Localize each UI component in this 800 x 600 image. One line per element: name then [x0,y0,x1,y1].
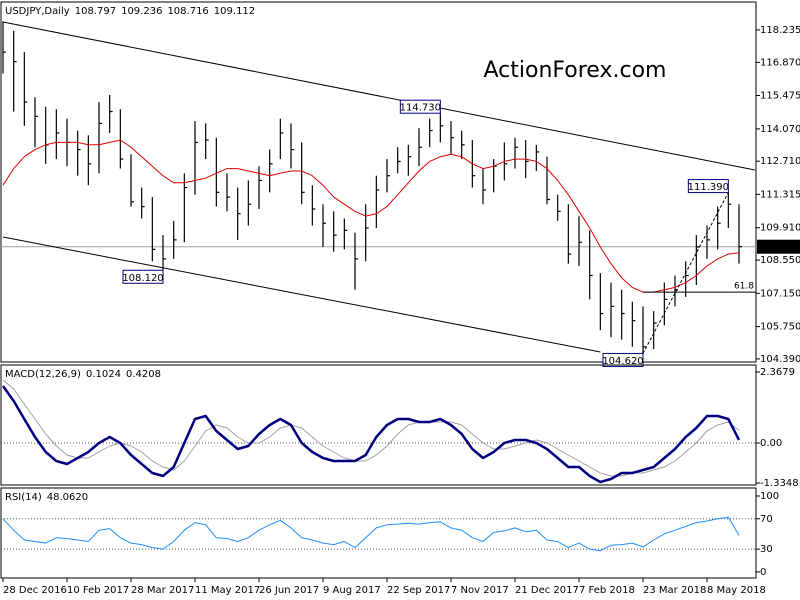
x-tick-label: 9 Aug 2017 [323,585,381,596]
x-tick-label: 22 Sep 2017 [387,585,450,596]
readout-value: 0.1024 [86,369,121,380]
y-tick-label: -1.3348 [760,478,799,489]
readout-value: 108.716 [167,6,208,17]
readout-value: 108.797 [75,6,116,17]
watermark: ActionForex.com [484,58,667,83]
price-label: 104.620 [602,356,643,367]
indicator-line [2,516,740,552]
panel-frame [0,1,757,363]
y-tick-label: 114.070 [760,124,800,135]
panel-title: MACD(12,26,9) 0.1024 0.4208 [5,369,161,380]
y-tick-label: 107.150 [760,288,800,299]
y-tick-label: 115.475 [760,91,800,102]
indicator-name: MACD(12,26,9) [5,369,81,380]
price-label-box [602,352,644,367]
indicator-name: RSI(14) [5,492,42,503]
x-tick-label: 10 Feb 2017 [67,585,129,596]
price-label-box [399,99,441,114]
y-tick-label: 104.390 [760,354,800,365]
fibo-trend [642,192,729,354]
panel-frame [0,487,757,579]
y-tick-label: 0 [760,567,766,578]
price-label: 108.120 [122,273,163,284]
x-tick-label: 28 Dec 2016 [3,585,67,596]
current-price-label: 109.112 [760,243,800,254]
readout-value: 109.112 [214,6,255,17]
x-tick-label: 11 May 2017 [195,585,260,596]
price-label-box [687,179,729,194]
readout-value: 48.0620 [47,492,88,503]
y-tick-label: 118.235 [760,25,800,36]
y-tick-label: 105.750 [760,322,800,333]
y-tick-label: 100 [760,491,779,502]
x-tick-label: 8 May 2018 [707,585,766,596]
panel-frame [0,364,757,486]
price-label-box [122,269,164,284]
panel-title: USDJPY,Daily 108.797 109.236 108.716 109.112 [5,6,255,17]
x-tick-label: 23 Mar 2018 [643,585,706,596]
readout-value: 109.236 [121,6,162,17]
y-tick-label: 30 [760,544,773,555]
indicator-name: USDJPY,Daily [5,6,70,17]
y-tick-label: 116.870 [760,57,800,68]
moving-average [2,139,740,293]
x-tick-label: 21 Dec 2017 [515,585,579,596]
y-tick-label: 111.315 [760,189,800,200]
y-tick-label: 109.910 [760,223,800,234]
fibo-label: 61.8 [734,282,754,292]
x-tick-label: 7 Feb 2018 [579,585,635,596]
x-tick-label: 26 Jun 2017 [259,585,319,596]
price-label: 111.390 [688,182,729,193]
x-tick-label: 7 Nov 2017 [451,585,509,596]
y-tick-label: 70 [760,514,773,525]
y-tick-label: 2.3679 [760,367,795,378]
panel-title: RSI(14) 48.0620 [5,492,88,503]
current-price-box [757,239,800,254]
price-label: 114.730 [400,103,441,114]
y-tick-label: 0.00 [760,438,782,449]
x-tick-label: 28 Mar 2017 [131,585,194,596]
channel-line [2,21,756,171]
channel-line [2,236,601,353]
y-tick-label: 112.710 [760,156,800,167]
y-tick-label: 108.550 [760,255,800,266]
indicator-line [1,385,741,484]
readout-value: 0.4208 [126,369,161,380]
